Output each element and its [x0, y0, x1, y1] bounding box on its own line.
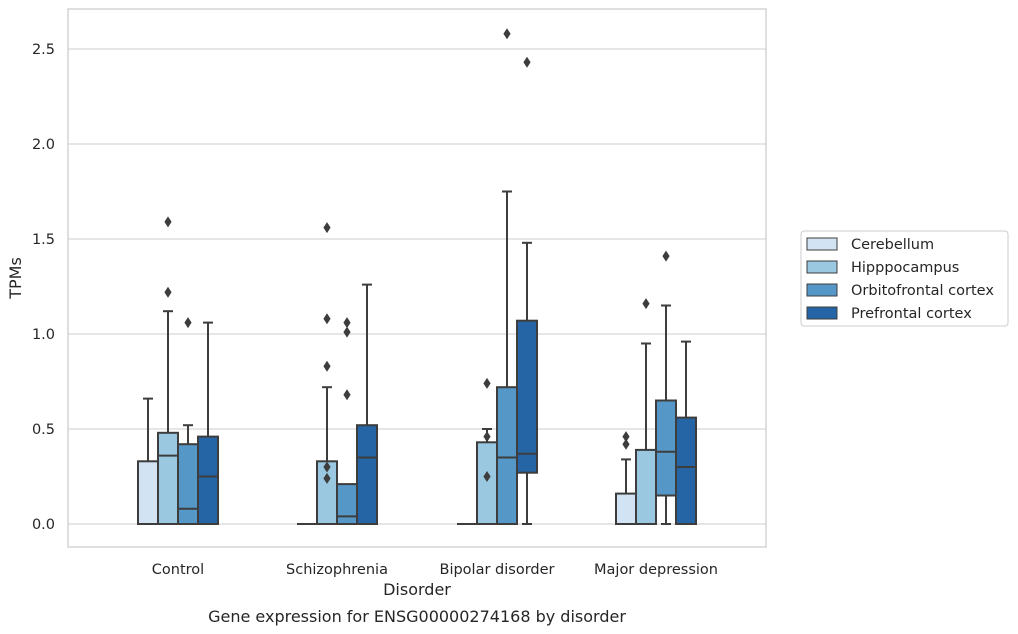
- legend-label: Orbitofrontal cortex: [851, 283, 994, 299]
- x-tick-label: Schizophrenia: [286, 562, 388, 578]
- legend-swatch: [806, 283, 838, 297]
- outlier-point: [642, 298, 650, 310]
- category-group: [615, 250, 697, 526]
- box-body: [137, 460, 159, 525]
- category-group: [457, 28, 538, 526]
- outlier-point: [323, 360, 331, 372]
- outlier-point: [343, 389, 351, 401]
- box-prefrontal-cortex: [356, 283, 378, 526]
- y-axis-label: TPMs: [6, 257, 25, 300]
- box-hipppocampus: [157, 216, 179, 525]
- box-hipppocampus: [635, 298, 657, 525]
- legend-frame: [800, 230, 1009, 327]
- outlier-point: [483, 471, 491, 482]
- box-hipppocampus: [316, 222, 338, 525]
- legend-item: Prefrontal cortex: [806, 306, 972, 322]
- x-axis-label: Disorder: [383, 580, 451, 599]
- outlier-point: [483, 377, 491, 389]
- box-groups: [137, 28, 697, 526]
- outlier-point: [523, 56, 531, 68]
- legend-label: Prefrontal cortex: [851, 306, 972, 322]
- category-group: [297, 222, 378, 526]
- box-body: [615, 492, 637, 526]
- box-body: [157, 431, 179, 525]
- outlier-point: [503, 28, 511, 40]
- outlier-point: [343, 326, 351, 338]
- box-cerebellum: [615, 431, 637, 526]
- legend-item: Hipppocampus: [806, 260, 959, 276]
- x-axis-tick-labels: Control Schizophrenia Bipolar disorder Majo…: [152, 562, 718, 578]
- legend-item: Cerebellum: [806, 237, 934, 253]
- box-body: [177, 443, 199, 526]
- plot-area-frame: [67, 8, 767, 548]
- box-orbitofrontal-cortex: [177, 317, 199, 526]
- outlier-point: [323, 222, 331, 234]
- box-body: [336, 483, 358, 526]
- outlier-point: [323, 472, 331, 484]
- box-body: [635, 448, 657, 525]
- legend-label: Hipppocampus: [851, 260, 959, 276]
- y-axis-tick-labels: 0.0 0.5 1.0 1.5 2.0 2.5: [32, 42, 55, 533]
- x-tick-label: Major depression: [594, 562, 718, 578]
- box-body: [675, 416, 697, 526]
- legend-swatch: [806, 237, 838, 251]
- box-prefrontal-cortex: [675, 340, 697, 526]
- box-body: [655, 399, 677, 497]
- box-body: [496, 386, 518, 526]
- box-body: [197, 435, 219, 526]
- outlier-point: [343, 317, 351, 329]
- legend-item: Orbitofrontal cortex: [806, 283, 994, 299]
- outlier-point: [323, 461, 331, 473]
- box-orbitofrontal-cortex: [496, 28, 518, 526]
- outlier-point: [184, 317, 192, 329]
- box-body: [516, 319, 538, 474]
- box-body: [476, 441, 498, 525]
- y-tick-label: 2.5: [32, 42, 55, 58]
- outlier-point: [323, 313, 331, 325]
- y-tick-label: 1.0: [32, 327, 55, 343]
- box-body: [356, 424, 378, 526]
- y-tick-label: 1.5: [32, 232, 55, 248]
- legend-swatch: [806, 260, 838, 274]
- box-orbitofrontal-cortex: [336, 317, 358, 526]
- y-tick-label: 0.5: [32, 422, 55, 438]
- outlier-point: [164, 286, 172, 298]
- box-hipppocampus: [476, 377, 498, 525]
- legend-label: Cerebellum: [851, 237, 934, 253]
- outlier-point: [662, 250, 670, 262]
- box-orbitofrontal-cortex: [655, 250, 677, 525]
- box-prefrontal-cortex: [516, 56, 538, 525]
- y-tick-label: 2.0: [32, 137, 55, 153]
- x-tick-label: Control: [152, 562, 204, 578]
- y-tick-label: 0.0: [32, 517, 55, 533]
- outlier-point: [483, 431, 491, 443]
- category-group: [137, 216, 219, 526]
- outlier-point: [164, 216, 172, 228]
- legend-swatch: [806, 306, 838, 320]
- x-tick-label: Bipolar disorder: [440, 562, 555, 578]
- outlier-point: [622, 438, 630, 450]
- chart-title: Gene expression for ENSG00000274168 by d…: [208, 607, 626, 626]
- legend: Cerebellum Hipppocampus Orbitofrontal cort…: [800, 230, 1009, 327]
- outlier-point: [622, 431, 630, 443]
- box-prefrontal-cortex: [197, 321, 219, 526]
- box-cerebellum: [137, 397, 159, 525]
